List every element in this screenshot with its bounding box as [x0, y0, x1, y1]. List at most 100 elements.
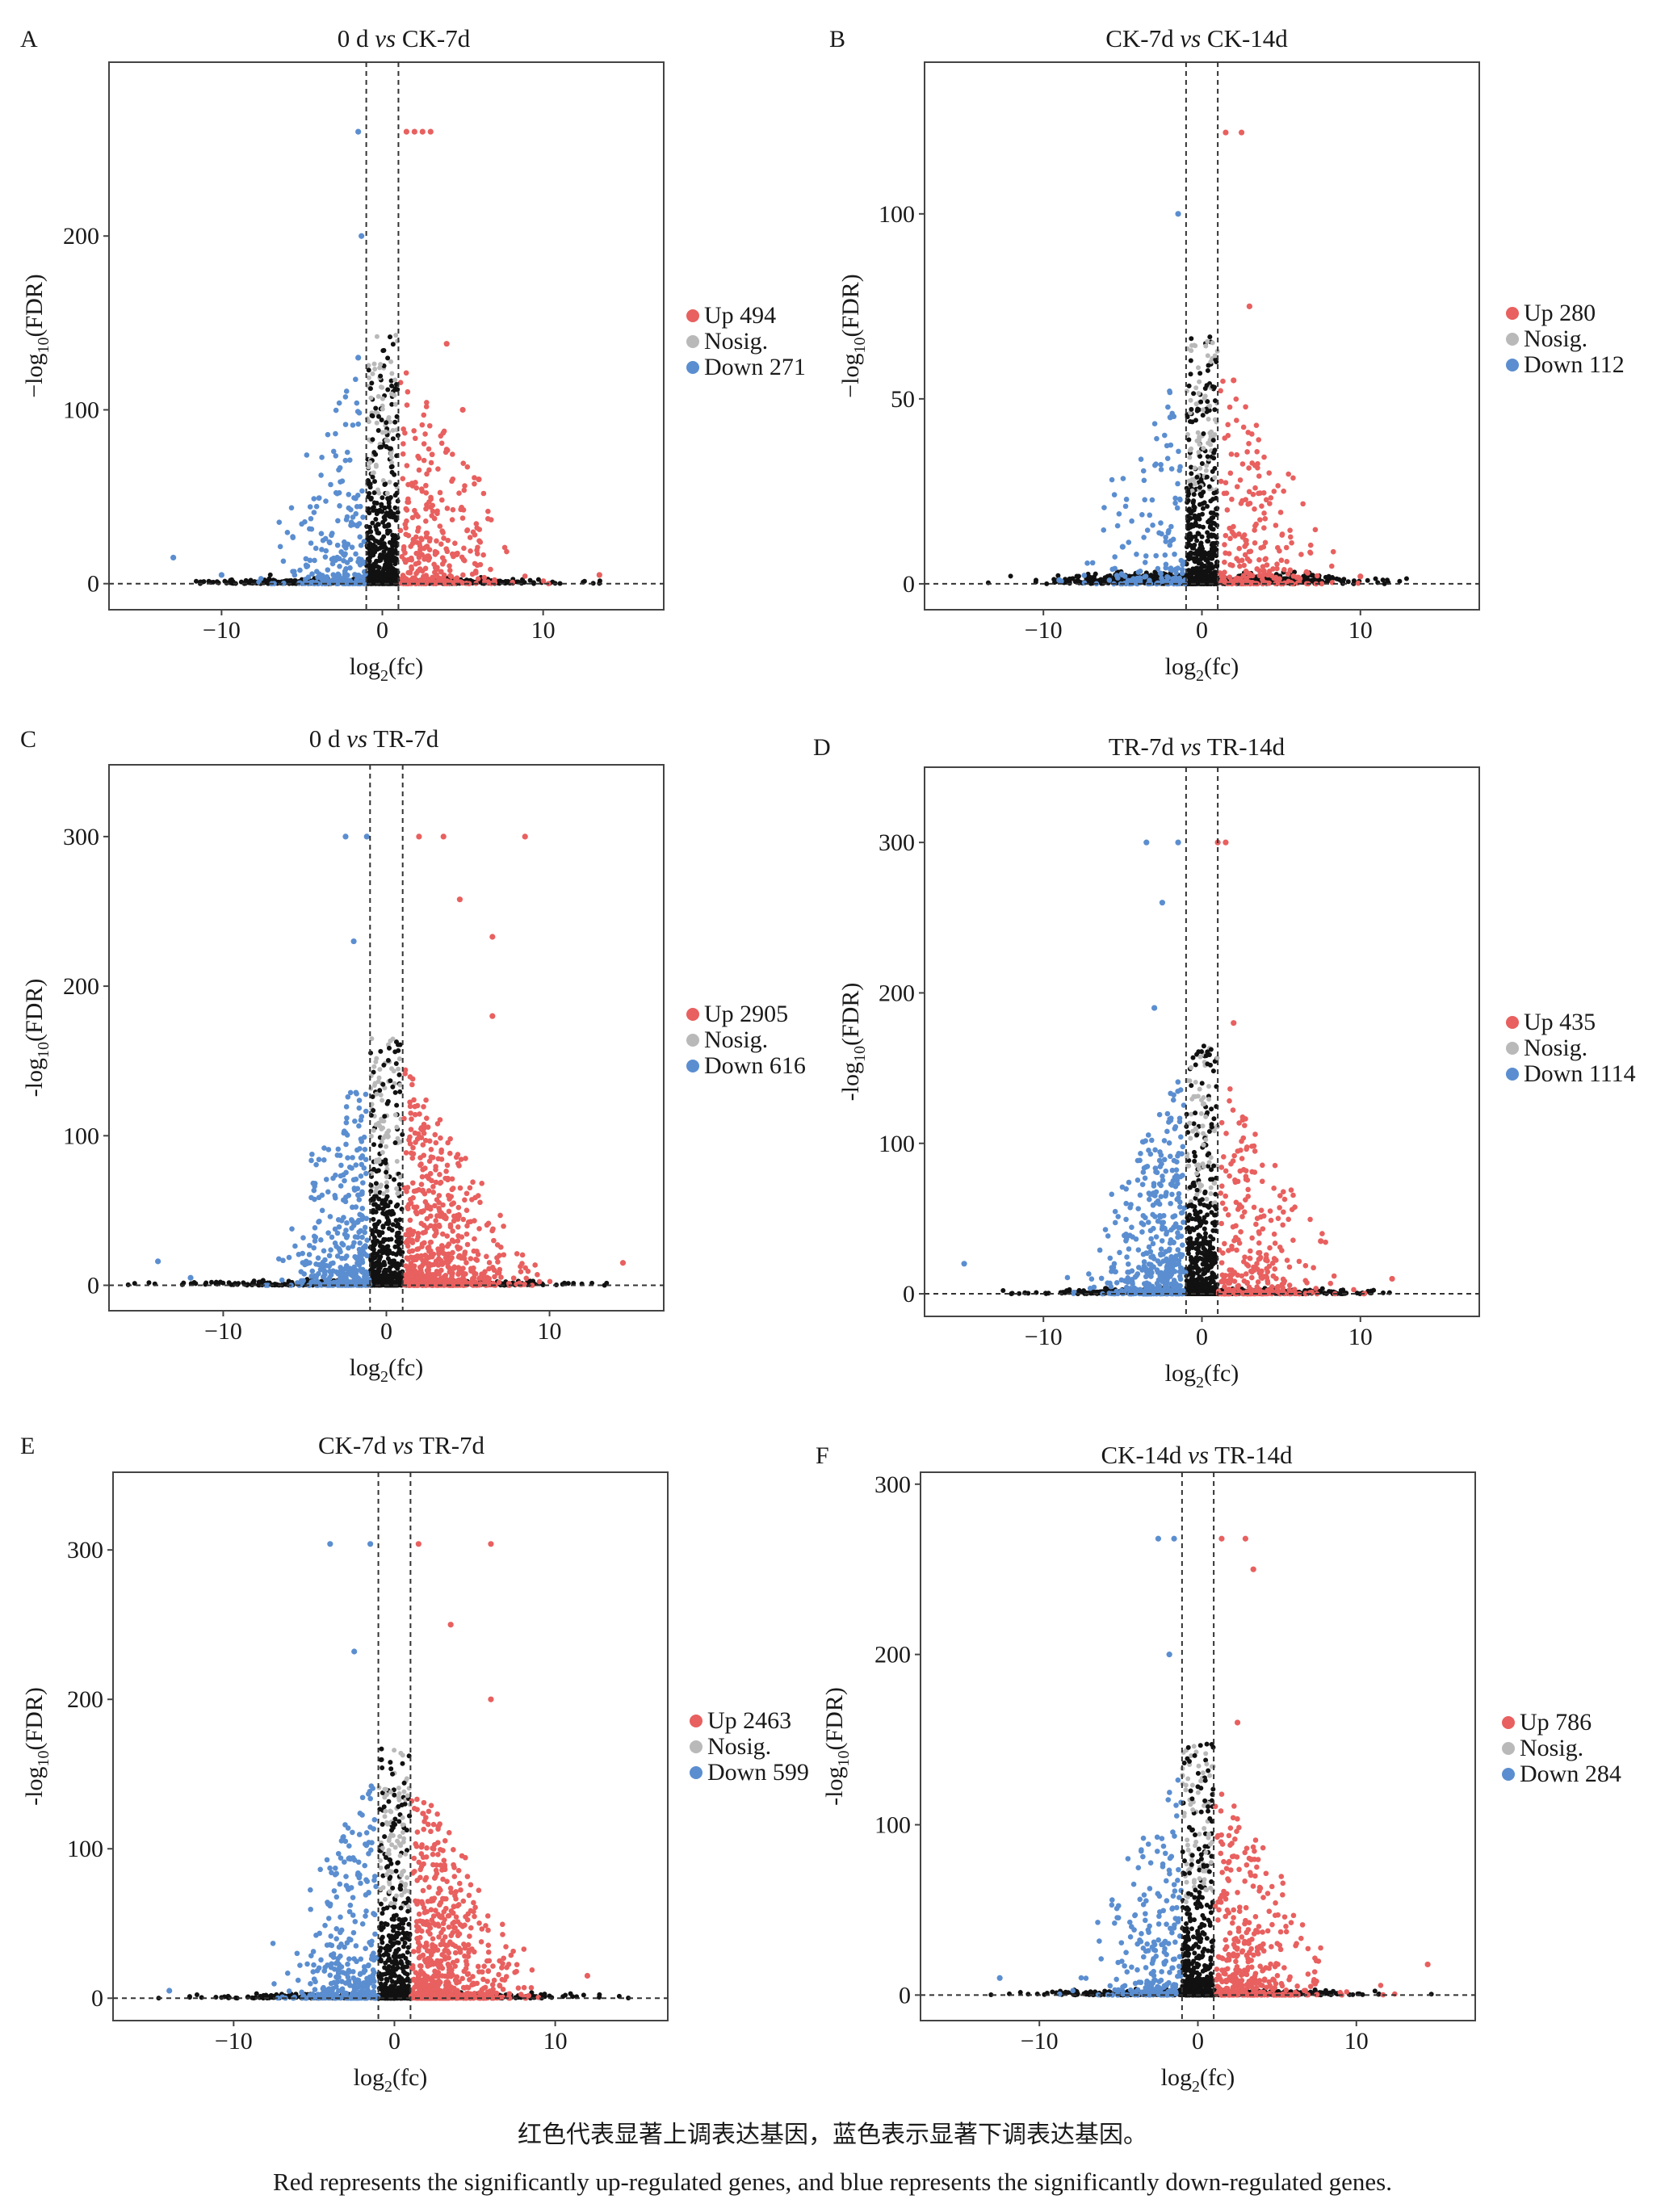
up-point — [428, 1213, 434, 1219]
nosig-point — [379, 570, 384, 576]
up-point — [1236, 545, 1243, 552]
nosig-point — [1403, 576, 1409, 581]
down-point — [1181, 559, 1187, 565]
nosig-point — [392, 1112, 398, 1118]
nosig-point — [385, 387, 391, 392]
up-point — [416, 560, 421, 566]
nosig-point — [1202, 550, 1208, 556]
nosig-point — [557, 581, 563, 586]
down-point — [352, 572, 358, 577]
up-point — [472, 1236, 477, 1242]
nosig-point — [1189, 578, 1195, 584]
up-point — [433, 1140, 439, 1146]
down-point — [1175, 565, 1181, 571]
nosig-point — [1380, 577, 1386, 583]
nosig-point — [384, 1174, 389, 1180]
nosig-point — [1196, 391, 1202, 397]
nosig-point — [1197, 454, 1203, 460]
down-point — [1179, 566, 1185, 573]
up-point — [437, 489, 443, 496]
nosig-point — [1107, 573, 1113, 578]
up-point — [451, 552, 458, 558]
up-point — [1252, 506, 1257, 512]
nosig-point — [389, 464, 395, 469]
nosig-point — [1186, 556, 1192, 562]
nosig-point — [370, 546, 375, 552]
plot-frame — [924, 61, 1480, 611]
up-point — [429, 451, 435, 457]
up-point — [1222, 542, 1227, 548]
nosig-point — [1189, 336, 1194, 342]
up-point — [423, 490, 430, 496]
up-point — [1227, 470, 1234, 476]
nosig-point — [380, 1245, 385, 1250]
up-point — [1229, 496, 1235, 502]
up-point — [423, 404, 430, 409]
nosig-point — [1212, 353, 1218, 359]
up-point — [1265, 581, 1272, 586]
legend-down-label: Down 112 — [1524, 351, 1625, 378]
up-point — [1256, 437, 1262, 443]
up-point — [409, 1155, 416, 1161]
down-point — [323, 548, 329, 554]
up-point — [1241, 532, 1248, 538]
up-point — [474, 562, 480, 569]
down-point — [1109, 476, 1115, 483]
nosig-point — [380, 406, 385, 412]
nosig-point — [370, 505, 375, 510]
nosig-point — [393, 1218, 399, 1224]
down-point — [1172, 495, 1178, 502]
nosig-point — [1188, 550, 1193, 556]
nosig-point — [1184, 572, 1189, 577]
nosig-point — [374, 527, 380, 532]
down-point — [319, 547, 325, 552]
nosig-point — [386, 1248, 392, 1253]
nosig-point — [397, 1174, 403, 1180]
up-point — [439, 1231, 446, 1237]
nosig-point — [1365, 577, 1370, 583]
up-point — [470, 1179, 476, 1186]
up-point — [1300, 501, 1306, 507]
nosig-point — [396, 1190, 401, 1196]
up-point — [426, 467, 432, 473]
up-point — [413, 550, 420, 556]
up-point — [1249, 573, 1255, 578]
nosig-point — [371, 565, 376, 571]
down-point — [1168, 466, 1175, 472]
up-point — [1281, 567, 1287, 573]
up-point — [1246, 489, 1252, 495]
nosig-point — [367, 510, 372, 516]
nosig-point — [193, 1281, 199, 1286]
up-point — [401, 426, 406, 432]
nosig-point — [1188, 371, 1193, 377]
up-point — [464, 464, 471, 470]
down-point — [342, 394, 349, 400]
nosig-point — [392, 386, 398, 392]
up-point — [439, 497, 445, 503]
nosig-point — [388, 1078, 393, 1084]
up-point — [408, 1110, 413, 1116]
down-point — [354, 577, 359, 583]
up-point — [1328, 563, 1335, 569]
up-point — [1287, 527, 1293, 534]
nosig-point — [384, 1130, 390, 1135]
up-point — [1260, 489, 1267, 496]
down-point — [1144, 527, 1151, 533]
down-point — [291, 569, 297, 574]
up-point — [436, 575, 442, 581]
nosig-point — [1184, 544, 1189, 550]
panel-label: A — [20, 26, 38, 52]
up-point — [1223, 480, 1229, 486]
up-point — [1263, 497, 1269, 503]
nosig-point — [383, 1272, 388, 1278]
up-point — [430, 1190, 436, 1195]
nosig-point — [373, 405, 379, 411]
nosig-point — [380, 1098, 385, 1103]
nosig-point — [1203, 343, 1209, 349]
nosig-point — [1206, 417, 1211, 422]
nosig-point — [1208, 561, 1214, 567]
up-point — [514, 1251, 520, 1257]
up-point — [488, 566, 493, 573]
nosig-point — [1186, 383, 1192, 388]
